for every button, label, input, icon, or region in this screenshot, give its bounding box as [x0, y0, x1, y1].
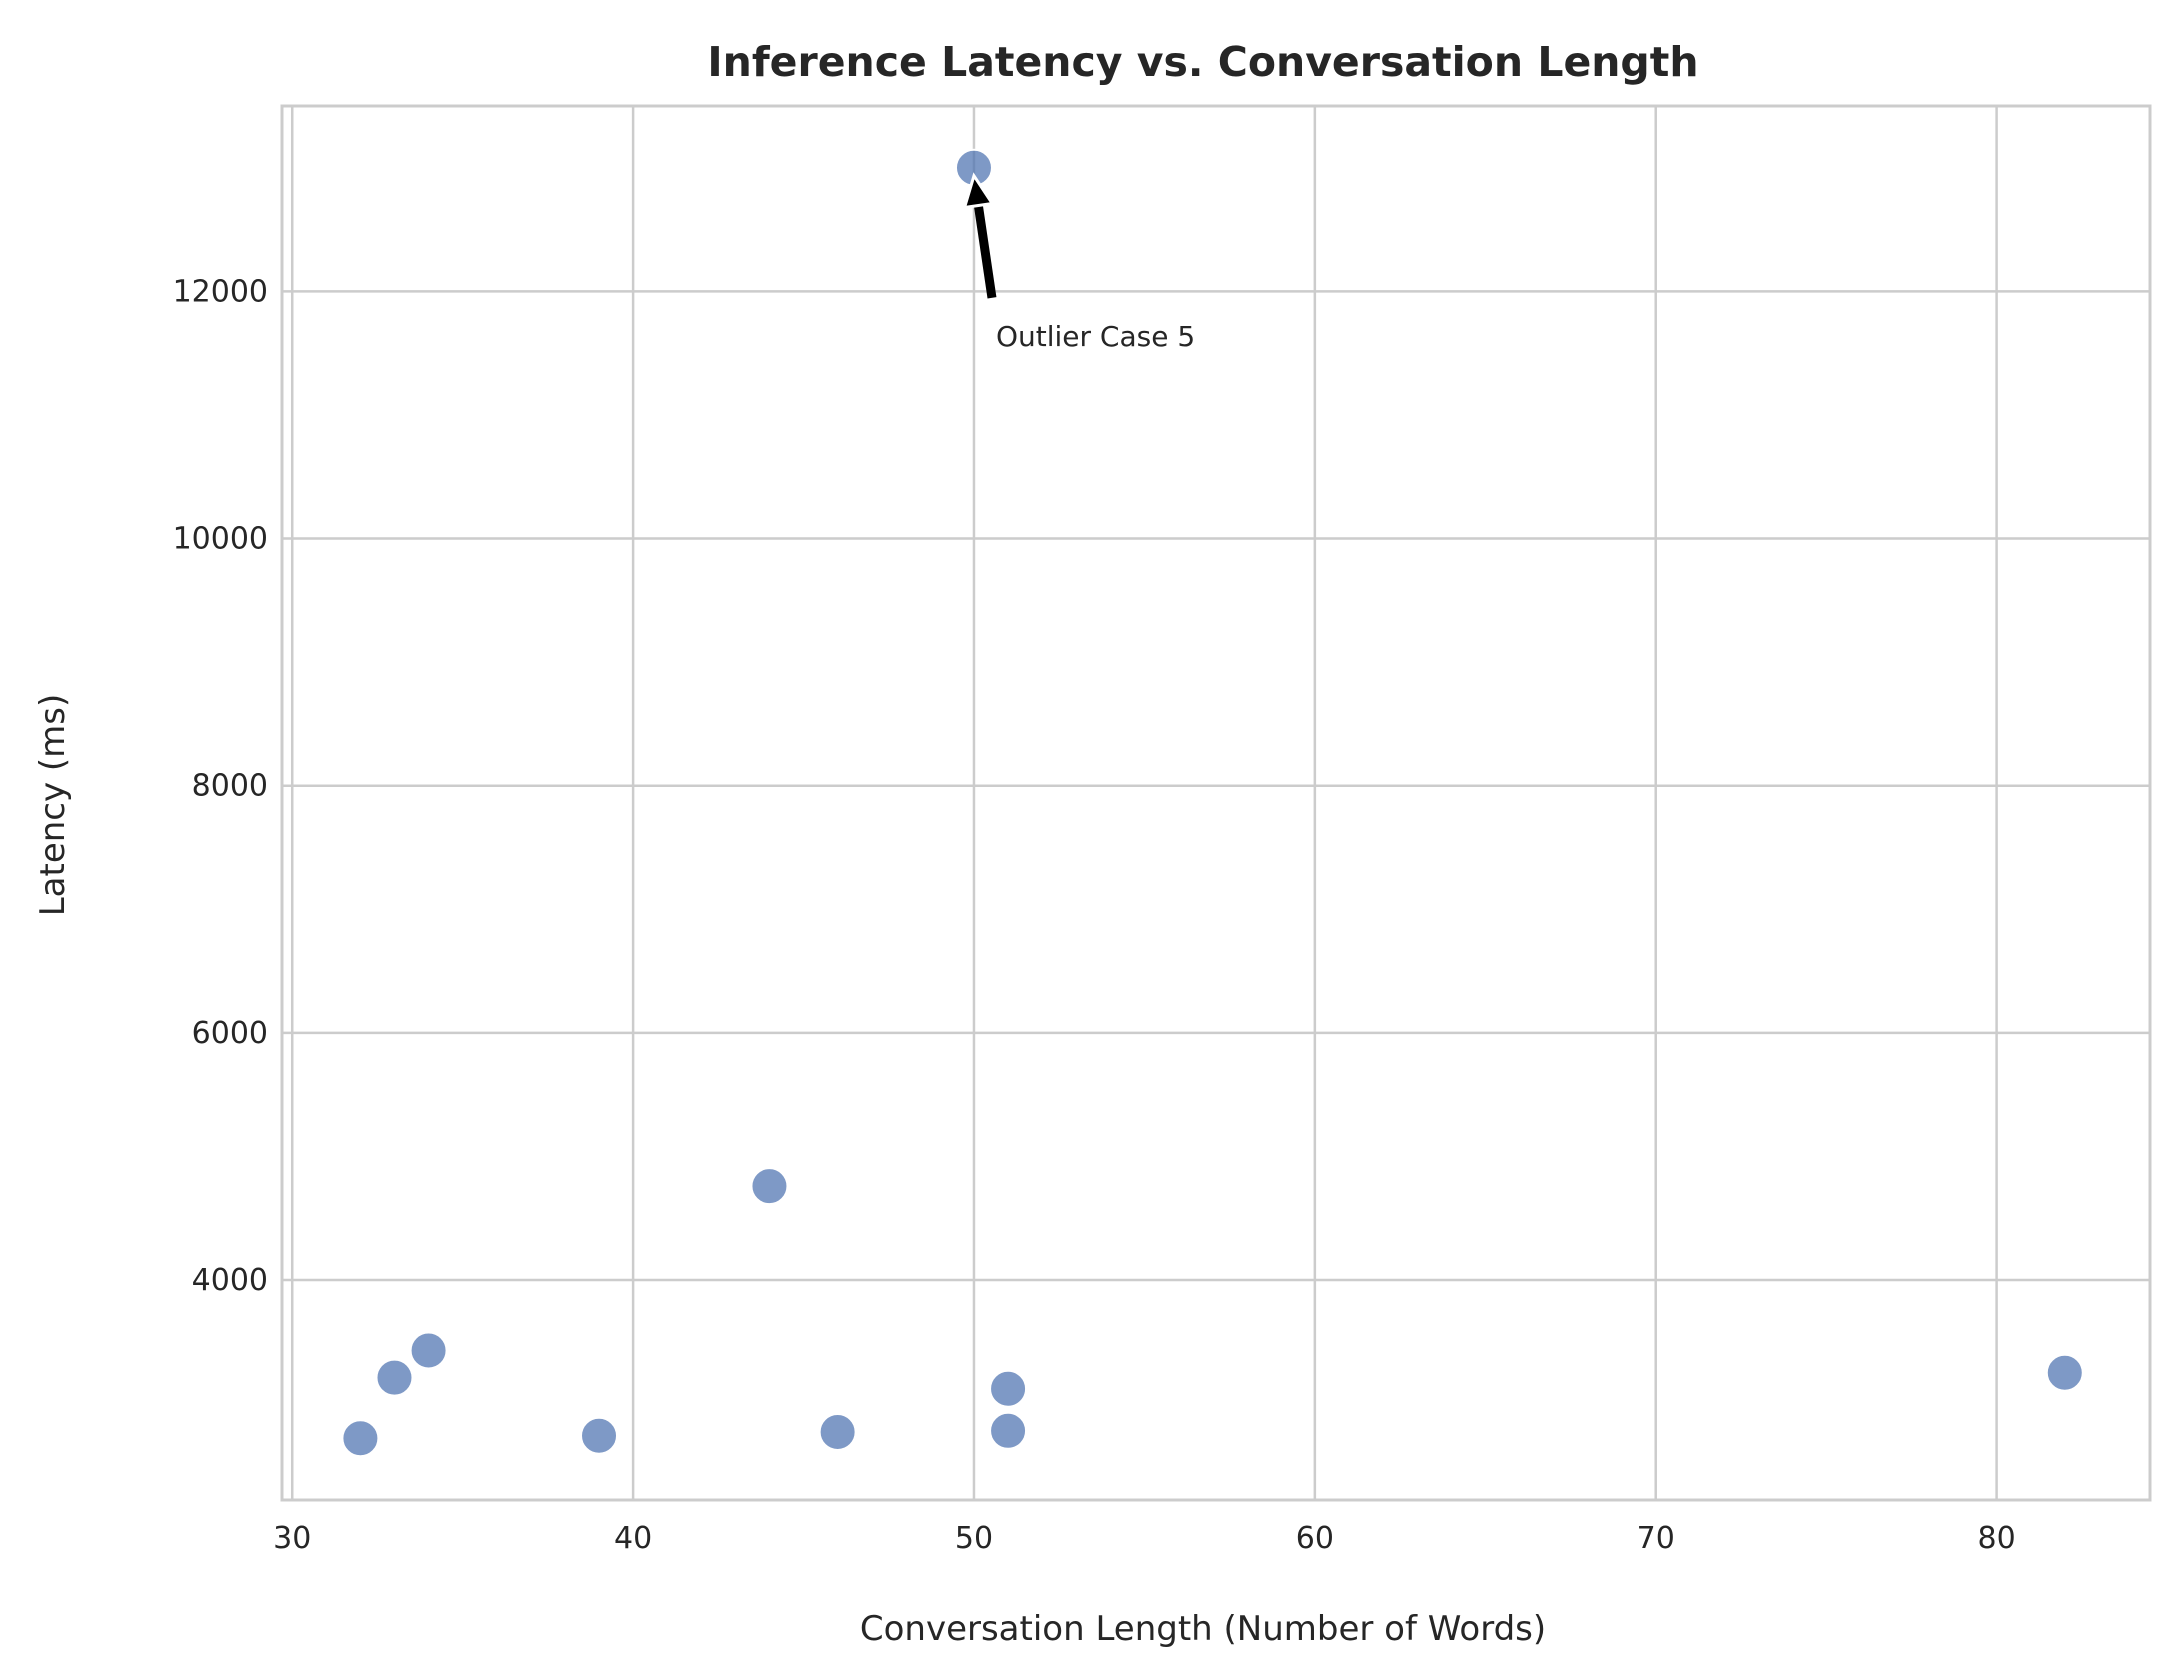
chart-title: Inference Latency vs. Conversation Lengt… — [707, 38, 1698, 86]
data-point — [341, 1419, 380, 1458]
annotation-arrowhead — [962, 172, 995, 210]
y-axis-label: Latency (ms) — [33, 694, 73, 917]
data-point — [818, 1413, 857, 1452]
grid-lines — [282, 106, 2150, 1500]
y-tick-label: 12000 — [173, 274, 268, 309]
annotation-arrow — [973, 204, 997, 299]
y-tick-label: 10000 — [173, 522, 268, 557]
x-tick-label: 80 — [1978, 1521, 2016, 1556]
data-point — [409, 1331, 448, 1370]
data-points — [341, 148, 2084, 1458]
data-point — [989, 1369, 1028, 1408]
x-tick-label: 40 — [614, 1521, 652, 1556]
x-tick-label: 30 — [273, 1521, 311, 1556]
x-tick-label: 70 — [1637, 1521, 1675, 1556]
y-tick-label: 6000 — [192, 1016, 268, 1051]
data-point — [375, 1358, 414, 1397]
x-tick-label: 60 — [1296, 1521, 1334, 1556]
data-point — [989, 1411, 1028, 1450]
annotation-layer: Outlier Case 5 — [962, 172, 1195, 353]
x-axis-label: Conversation Length (Number of Words) — [860, 1609, 1546, 1649]
tick-labels: 30 40 50 60 70 80 4000 6000 8000 10000 12000 — [173, 274, 2016, 1556]
y-tick-label: 8000 — [192, 769, 268, 804]
plot-frame — [280, 104, 2152, 1502]
data-point — [580, 1416, 619, 1455]
data-point — [2045, 1353, 2084, 1392]
x-tick-label: 50 — [955, 1521, 993, 1556]
y-tick-label: 4000 — [192, 1263, 268, 1298]
data-point — [750, 1167, 789, 1206]
annotation-label: Outlier Case 5 — [996, 320, 1195, 353]
